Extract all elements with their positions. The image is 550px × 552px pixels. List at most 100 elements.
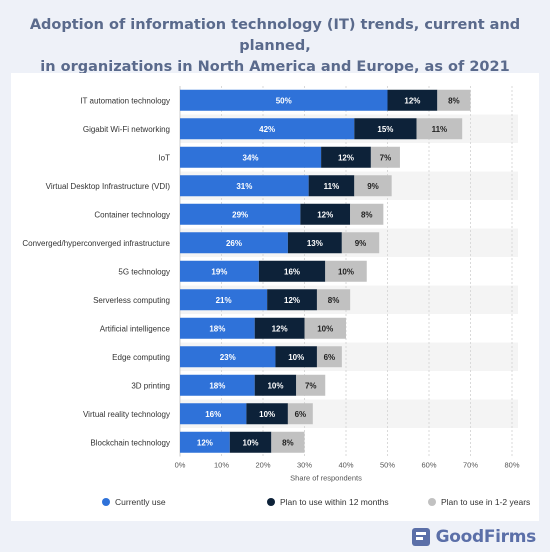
legend-marker bbox=[428, 498, 436, 506]
data-label: 12% bbox=[404, 96, 420, 105]
bar-1 bbox=[321, 146, 371, 168]
bar-1 bbox=[254, 374, 297, 396]
bar-0 bbox=[180, 374, 255, 396]
data-label: 8% bbox=[448, 96, 460, 105]
data-label: 11% bbox=[324, 182, 340, 191]
bar-0 bbox=[180, 260, 259, 282]
data-label: 10% bbox=[317, 324, 333, 333]
data-label: 31% bbox=[236, 182, 252, 191]
data-label: 29% bbox=[232, 210, 248, 219]
bar-2 bbox=[370, 146, 400, 168]
brand-logo: GoodFirms bbox=[411, 525, 537, 549]
bar-2 bbox=[416, 118, 463, 140]
bar-2 bbox=[316, 346, 342, 368]
bar-0 bbox=[180, 203, 301, 225]
bar-2 bbox=[354, 175, 392, 197]
data-label: 8% bbox=[361, 210, 373, 219]
bar-0 bbox=[180, 118, 355, 140]
legend-marker bbox=[267, 498, 275, 506]
data-label: 9% bbox=[367, 182, 379, 191]
x-tick-label: 70% bbox=[463, 461, 478, 470]
data-label: 16% bbox=[205, 410, 221, 419]
category-label: Gigabit Wi-Fi networking bbox=[83, 125, 170, 134]
bar-1 bbox=[287, 232, 342, 254]
category-label: Blockchain technology bbox=[90, 438, 170, 447]
chart-card: IT automation technology 50% 12% 8% Gigabit … bbox=[11, 73, 539, 521]
category-label: IT automation technology bbox=[80, 96, 170, 105]
bar-2 bbox=[316, 289, 351, 311]
bar-0 bbox=[180, 89, 388, 111]
category-label: Edge computing bbox=[112, 353, 170, 362]
bar-2 bbox=[437, 89, 471, 111]
chart-title-line-1: Adoption of information technology (IT) … bbox=[29, 17, 521, 54]
bar-0 bbox=[180, 146, 322, 168]
data-label: 7% bbox=[380, 153, 392, 162]
legend-label: Plan to use within 12 months bbox=[280, 497, 389, 507]
category-label: Virtual reality technology bbox=[83, 410, 170, 419]
x-axis-title: Share of respondents bbox=[290, 474, 362, 483]
bar-1 bbox=[258, 260, 326, 282]
data-label: 10% bbox=[243, 438, 259, 447]
bar-2 bbox=[304, 317, 346, 339]
bar-1 bbox=[246, 403, 288, 425]
x-tick-label: 80% bbox=[504, 461, 519, 470]
bar-0 bbox=[180, 175, 309, 197]
x-tick-label: 50% bbox=[380, 461, 395, 470]
bar-0 bbox=[180, 289, 268, 311]
bar-1 bbox=[229, 431, 272, 453]
bar-0 bbox=[180, 317, 255, 339]
brand-logo-text: GoodFirms bbox=[435, 527, 537, 547]
bar-2 bbox=[296, 374, 326, 396]
data-label: 18% bbox=[209, 324, 225, 333]
bar-1 bbox=[275, 346, 317, 368]
data-label: 34% bbox=[243, 153, 259, 162]
data-label: 15% bbox=[377, 125, 393, 134]
data-label: 12% bbox=[197, 438, 213, 447]
bar-2 bbox=[325, 260, 367, 282]
category-label: Serverless computing bbox=[93, 296, 170, 305]
data-label: 21% bbox=[216, 296, 232, 305]
data-label: 8% bbox=[282, 438, 294, 447]
category-label: IoT bbox=[158, 153, 170, 162]
bar-2 bbox=[350, 203, 384, 225]
chart-title: Adoption of information technology (IT) … bbox=[0, 15, 550, 78]
bar-0 bbox=[180, 346, 276, 368]
data-label: 6% bbox=[295, 410, 307, 419]
data-label: 10% bbox=[267, 381, 283, 390]
data-label: 19% bbox=[211, 267, 227, 276]
x-tick-label: 0% bbox=[175, 461, 186, 470]
data-label: 12% bbox=[338, 153, 354, 162]
legend-label: Plan to use in 1-2 years bbox=[441, 497, 530, 507]
legend-marker bbox=[102, 498, 110, 506]
data-label: 8% bbox=[328, 296, 340, 305]
goodfirms-logo-icon bbox=[411, 528, 430, 546]
bar-1 bbox=[300, 203, 351, 225]
category-label: 5G technology bbox=[118, 267, 170, 276]
data-label: 7% bbox=[305, 381, 317, 390]
x-tick-label: 60% bbox=[421, 461, 436, 470]
data-label: 18% bbox=[209, 381, 225, 390]
bar-0 bbox=[180, 232, 288, 254]
category-label: 3D printing bbox=[131, 381, 170, 390]
data-label: 23% bbox=[220, 353, 236, 362]
data-label: 50% bbox=[276, 96, 292, 105]
bar-0 bbox=[180, 403, 247, 425]
category-label: Artificial intelligence bbox=[100, 324, 171, 333]
bar-2 bbox=[341, 232, 380, 254]
data-label: 13% bbox=[307, 239, 323, 248]
category-label: Converged/hyperconverged infrastructure bbox=[22, 239, 170, 248]
bar-2 bbox=[287, 403, 313, 425]
data-label: 11% bbox=[432, 125, 448, 134]
bar-1 bbox=[387, 89, 438, 111]
data-label: 6% bbox=[324, 353, 336, 362]
data-label: 16% bbox=[284, 267, 300, 276]
bar-1 bbox=[267, 289, 317, 311]
bar-1 bbox=[254, 317, 305, 339]
category-label: Container technology bbox=[94, 210, 170, 219]
bar-2 bbox=[271, 431, 305, 453]
bar-1 bbox=[354, 118, 417, 140]
data-label: 10% bbox=[259, 410, 275, 419]
data-label: 10% bbox=[288, 353, 304, 362]
footer-bar: GoodFirms bbox=[0, 521, 550, 552]
